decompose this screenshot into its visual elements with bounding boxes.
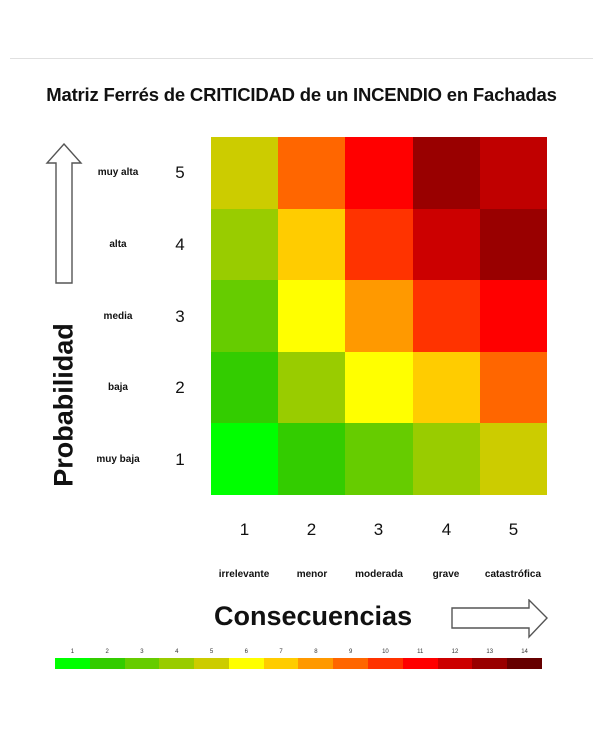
x-level-label: moderada [355,569,403,580]
y-level-label: muy alta [97,167,139,178]
matrix-cell [278,137,346,209]
legend-value: 13 [486,649,494,655]
y-level-number: 1 [175,450,185,469]
y-level-label: baja [107,382,128,393]
matrix-cell [412,351,480,424]
matrix-cell [211,351,279,424]
legend-swatch [333,658,369,669]
matrix-cell [278,208,346,281]
matrix-cell [479,423,547,495]
x-level-number: 3 [373,520,384,539]
legend-value: 11 [417,649,424,655]
matrix-cell [345,423,413,495]
legend-swatch [437,658,473,669]
legend-labels: 1 2 3 4 5 6 7 8 9 10 11 12 13 14 [55,649,542,655]
matrix-cell [345,351,413,424]
legend-swatch [124,658,160,669]
legend-value: 6 [244,649,248,655]
x-level-label: grave [432,569,460,580]
y-level-label: muy baja [96,454,140,465]
matrix-cell [211,208,279,281]
matrix-cell [479,208,547,281]
x-level-label: catastrófica [484,569,542,580]
legend-swatch [402,658,438,669]
matrix-cell [211,137,279,209]
x-level-label: irrelevante [218,569,270,580]
legend-swatch [298,658,334,669]
chart-title: Matriz Ferrés de CRITICIDAD de un INCEND… [46,84,557,105]
matrix-cell [345,137,413,209]
legend-swatch [55,658,90,669]
legend-swatch [159,658,195,669]
y-level-number: 4 [175,235,185,254]
matrix-cell [211,280,279,352]
legend-swatch [368,658,403,669]
matrix-cell [345,280,413,352]
x-level-label: menor [296,569,328,580]
x-axis-label: Consecuencias [214,601,413,631]
matrix-cell [412,208,480,281]
matrix-cell [345,208,413,281]
y-level-label: media [103,311,133,322]
matrix-cell [412,280,480,352]
legend-value: 5 [209,649,214,655]
legend-swatch [89,658,125,669]
x-level-number: 1 [239,520,250,539]
legend-value: 9 [348,649,353,655]
legend-value: 2 [105,649,109,655]
matrix-cell [278,351,346,424]
matrix-cell [479,280,547,352]
separator-line [10,58,593,59]
y-level-number: 2 [175,378,185,397]
legend-swatch [263,658,299,669]
legend-value: 4 [175,649,179,655]
legend-value: 3 [140,649,144,655]
legend-swatch [194,658,229,669]
y-level-number: 3 [175,307,185,326]
legend-swatch [228,658,264,669]
legend-value: 12 [451,649,459,655]
y-axis-label: Probabilidad [48,323,79,487]
legend-value: 7 [279,649,283,655]
matrix-cell [278,280,346,352]
matrix-cell [412,423,480,495]
matrix-cell [479,137,547,209]
legend-value: 1 [70,649,75,655]
legend-value: 8 [314,649,318,655]
color-legend [55,658,542,669]
matrix-cell [278,423,346,495]
x-level-number: 5 [508,520,519,539]
legend-swatch [472,658,508,669]
y-level-number: 5 [175,163,185,182]
arrow-right-icon [451,599,548,639]
matrix-cell [412,137,480,209]
criticality-matrix [211,137,547,495]
arrow-up-icon [45,143,83,284]
x-level-number: 4 [441,520,452,539]
legend-value: 10 [382,649,389,655]
matrix-cell [479,351,547,424]
x-level-number: 2 [306,520,317,539]
y-level-label: alta [109,239,127,250]
matrix-cell [211,423,279,495]
legend-swatch [507,658,542,669]
legend-value: 14 [521,649,528,655]
